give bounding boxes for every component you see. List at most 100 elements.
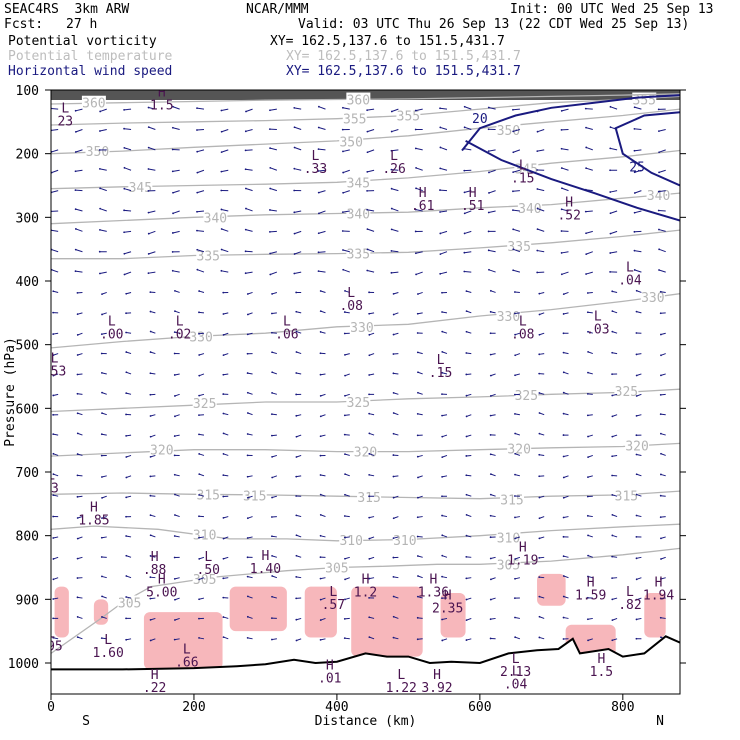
wind-arrow-head [99, 130, 101, 132]
wind-arrow-head [514, 537, 517, 540]
wind-arrow-head [635, 353, 638, 356]
wind-arrow [636, 311, 642, 314]
high-pv-region [440, 592, 466, 638]
wind-arrow [417, 454, 423, 458]
wind-arrow-head [463, 105, 466, 108]
wind-arrow [440, 251, 448, 255]
wind-arrow-head [319, 556, 322, 559]
wind-arrow [101, 433, 107, 436]
wind-arrow [294, 107, 302, 110]
wind-arrow-head [611, 330, 614, 333]
wind-arrow [344, 393, 350, 397]
wind-arrow [101, 516, 107, 519]
wind-arrow [172, 169, 180, 172]
wind-arrow-head [584, 188, 587, 191]
wind-arrow [126, 535, 132, 538]
wind-arrow [101, 536, 107, 539]
theta-contour-360 [51, 93, 680, 105]
wind-arrow-head [392, 595, 395, 598]
wind-arrow-head [514, 333, 517, 336]
wind-arrow [585, 108, 593, 110]
wind-arrow-head [366, 151, 369, 154]
wind-arrow-head [657, 190, 660, 193]
wind-arrow [174, 393, 180, 397]
wind-arrow [490, 577, 496, 580]
wind-arrow [367, 209, 375, 212]
wind-arrow [223, 453, 229, 456]
wind-arrow [464, 251, 472, 254]
wind-arrow [101, 412, 107, 416]
wind-arrow-head [439, 167, 442, 170]
wind-arrow-head [562, 293, 565, 296]
wind-arrow-head [414, 230, 417, 233]
wind-arrow [563, 413, 569, 416]
wind-arrow-head [417, 371, 419, 374]
wind-arrow [367, 228, 375, 232]
wind-arrow [587, 617, 593, 620]
wind-arrow [442, 372, 448, 375]
theta-label-315: 315 [357, 491, 380, 506]
wind-arrow-head [99, 228, 101, 231]
wind-arrow [369, 413, 375, 416]
wind-arrow-head [585, 126, 587, 129]
wind-arrow-head [512, 151, 515, 154]
wind-arrow-head [174, 619, 176, 621]
wind-arrow [77, 516, 83, 519]
wind-arrow [197, 149, 205, 153]
wind-arrow-head [441, 414, 443, 417]
wind-arrow-head [562, 535, 565, 538]
wind-arrow [561, 187, 569, 192]
wind-arrow-head [368, 393, 370, 396]
wind-arrow [515, 556, 521, 560]
wind-arrow [77, 556, 83, 560]
wind-arrow [221, 169, 229, 173]
wind-arrow-head [611, 415, 614, 418]
wind-arrow [99, 187, 107, 192]
wind-arrow [369, 556, 375, 560]
theta-label-305: 305 [497, 558, 520, 573]
wind-arrow [247, 616, 253, 619]
wind-arrow-head [488, 171, 490, 174]
wind-arrow-head [659, 473, 662, 476]
wind-arrow-head [463, 191, 466, 194]
wind-arrow-head [635, 374, 638, 377]
wind-arrow-head [439, 107, 441, 110]
wind-arrow [126, 331, 132, 334]
wind-arrow-head [489, 289, 492, 292]
wind-arrow-head [414, 208, 417, 211]
wind-arrow-head [76, 517, 79, 519]
field-xy-pv: XY= 162.5,137.6 to 151.5,431.7 [270, 34, 505, 49]
wind-arrow [296, 434, 302, 438]
wind-arrow [223, 432, 229, 436]
wind-arrow-head [76, 292, 79, 294]
wind-arrow [369, 616, 375, 619]
wind-arrow-head [173, 435, 176, 437]
wind-arrow [417, 575, 423, 579]
wind-arrow [51, 108, 59, 110]
wind-arrow [344, 290, 350, 293]
wind-arrow-head [222, 453, 225, 455]
wind-arrow [513, 128, 521, 132]
wind-arrow-head [123, 252, 126, 255]
wind-arrow-head [244, 149, 247, 152]
wind-arrow-head [587, 534, 589, 537]
theta-label-bg [500, 492, 525, 506]
wind-arrow-head [489, 374, 492, 377]
wind-arrow [658, 190, 666, 193]
wind-arrow [344, 556, 350, 560]
wind-arrow-head [343, 515, 346, 517]
wind-arrow [53, 290, 59, 293]
wind-arrow [174, 577, 180, 580]
wind-arrow-head [659, 290, 662, 293]
wind-arrow [271, 312, 277, 314]
wind-arrow-head [319, 619, 322, 621]
wind-arrow [245, 108, 253, 112]
wind-arrow [369, 353, 375, 356]
wind-arrow-head [562, 455, 565, 458]
wind-arrow [148, 271, 156, 274]
wind-arrow [634, 190, 642, 194]
wind-arrow [415, 108, 423, 112]
wind-arrow-head [441, 495, 443, 498]
theta-label-bg [203, 210, 228, 224]
wind-arrow-head [76, 474, 79, 477]
